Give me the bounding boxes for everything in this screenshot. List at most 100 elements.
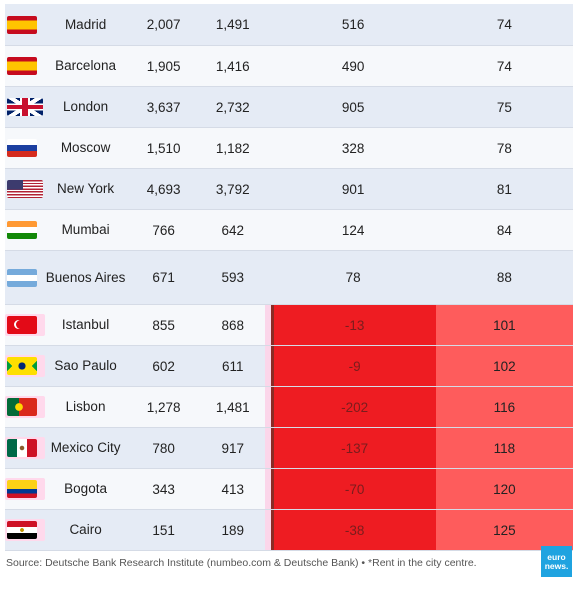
flag-wrap xyxy=(7,268,37,287)
value-cell: 917 xyxy=(201,428,265,468)
flag-wrap xyxy=(5,314,45,336)
difference-cell-text: 905 xyxy=(341,99,365,115)
colombia-flag xyxy=(7,480,37,498)
index-cell-text: 81 xyxy=(496,181,512,197)
value-cell-text: 855 xyxy=(152,317,175,333)
flag-wrap xyxy=(7,15,37,34)
value-cell: 189 xyxy=(201,510,265,550)
spacer-cell xyxy=(264,469,271,509)
source-note: Source: Deutsche Bank Research Institute… xyxy=(6,557,477,569)
difference-cell-text: 901 xyxy=(341,181,365,197)
difference-cell-text: 516 xyxy=(341,17,365,32)
value-cell-text: 1,491 xyxy=(215,17,250,32)
index-cell-text: 84 xyxy=(496,222,512,238)
euronews-logo: euro news. xyxy=(541,546,572,577)
value-cell-text: 413 xyxy=(221,481,245,497)
value-cell-text: 1,510 xyxy=(146,140,181,156)
city-name-text: Moscow xyxy=(60,140,111,155)
logo-line-2: news. xyxy=(544,560,569,571)
index-cell: 102 xyxy=(435,346,573,386)
city-name: Istanbul xyxy=(45,305,127,345)
spacer-cell xyxy=(264,305,271,345)
table-row: Bogota 343 413 -70 120 xyxy=(5,469,573,510)
portugal-flag xyxy=(7,398,37,416)
table-row: Sao Paulo 602 611 -9 102 xyxy=(5,346,573,387)
value-cell: 642 xyxy=(201,210,265,250)
index-cell-text: 74 xyxy=(496,58,512,74)
cost-of-living-table: Madrid 2,007 1,491 516 74 Barcelona 1,905 1,416… xyxy=(5,4,573,551)
flag-cell xyxy=(5,387,45,427)
spacer-cell xyxy=(264,510,271,550)
difference-cell: -9 xyxy=(270,346,436,386)
city-name: London xyxy=(45,87,127,127)
value-cell-text: 611 xyxy=(222,358,244,374)
value-cell: 1,491 xyxy=(201,4,265,45)
flag-cell xyxy=(5,128,45,168)
difference-cell-text: -9 xyxy=(348,358,361,374)
index-cell: 84 xyxy=(436,210,573,250)
index-cell-text: 78 xyxy=(496,140,512,156)
value-cell-text: 671 xyxy=(152,270,175,285)
flag-wrap xyxy=(5,437,45,459)
difference-cell: -137 xyxy=(270,428,436,468)
city-name: Barcelona xyxy=(45,46,127,86)
value-cell: 1,416 xyxy=(201,46,265,86)
value-cell-text: 151 xyxy=(152,522,175,538)
value-cell: 151 xyxy=(126,510,201,550)
difference-cell-text: -13 xyxy=(344,317,365,333)
spacer-cell xyxy=(264,346,271,386)
index-cell: 78 xyxy=(436,128,573,168)
value-cell-text: 780 xyxy=(152,440,175,456)
value-cell: 671 xyxy=(126,251,201,304)
flag-wrap xyxy=(5,519,45,541)
value-cell: 413 xyxy=(201,469,265,509)
value-cell-text: 1,905 xyxy=(146,58,181,74)
value-cell: 2,007 xyxy=(126,4,201,45)
index-cell: 74 xyxy=(436,46,573,86)
egypt-flag xyxy=(7,521,37,539)
difference-cell: 78 xyxy=(271,251,436,304)
city-name-text: Mexico City xyxy=(50,440,121,455)
value-cell: 780 xyxy=(126,428,201,468)
city-name: Mumbai xyxy=(45,210,127,250)
table-row: Istanbul 855 868 -13 101 xyxy=(5,305,573,346)
table-row: Lisbon 1,278 1,481 -202 116 xyxy=(5,387,573,428)
table-row: New York 4,693 3,792 901 81 xyxy=(5,169,573,210)
difference-cell: -13 xyxy=(270,305,436,345)
difference-cell-text: 124 xyxy=(341,222,365,238)
flag-wrap xyxy=(7,57,37,75)
index-cell-text: 74 xyxy=(496,17,512,32)
value-cell: 855 xyxy=(126,305,201,345)
value-cell: 1,481 xyxy=(201,387,265,427)
city-name-text: Mumbai xyxy=(61,222,110,237)
value-cell-text: 2,007 xyxy=(146,17,181,32)
index-cell-text: 120 xyxy=(493,481,516,497)
value-cell-text: 642 xyxy=(221,222,245,238)
value-cell: 766 xyxy=(126,210,201,250)
flag-wrap xyxy=(7,180,43,198)
value-cell-text: 3,792 xyxy=(215,181,250,197)
difference-cell: 124 xyxy=(271,210,436,250)
city-name: Madrid xyxy=(45,4,127,45)
flag-cell xyxy=(5,305,45,345)
value-cell: 1,905 xyxy=(126,46,201,86)
difference-cell-text: 78 xyxy=(345,270,361,285)
value-cell-text: 2,732 xyxy=(215,99,250,115)
city-name: Sao Paulo xyxy=(45,346,127,386)
difference-cell: 490 xyxy=(271,46,436,86)
value-cell: 3,792 xyxy=(201,169,265,209)
usa-flag xyxy=(7,180,43,198)
city-name: Cairo xyxy=(45,510,127,550)
difference-cell-text: 490 xyxy=(341,58,365,74)
value-cell: 1,278 xyxy=(126,387,201,427)
flag-wrap xyxy=(7,98,43,116)
flag-cell xyxy=(5,169,45,209)
value-cell-text: 1,481 xyxy=(215,399,250,415)
value-cell: 1,182 xyxy=(201,128,265,168)
table-row: Mumbai 766 642 124 84 xyxy=(5,210,573,251)
difference-cell: -202 xyxy=(270,387,436,427)
city-name-text: New York xyxy=(57,181,115,196)
flag-wrap xyxy=(7,221,37,239)
difference-cell: 328 xyxy=(271,128,436,168)
city-name-text: London xyxy=(63,99,109,114)
